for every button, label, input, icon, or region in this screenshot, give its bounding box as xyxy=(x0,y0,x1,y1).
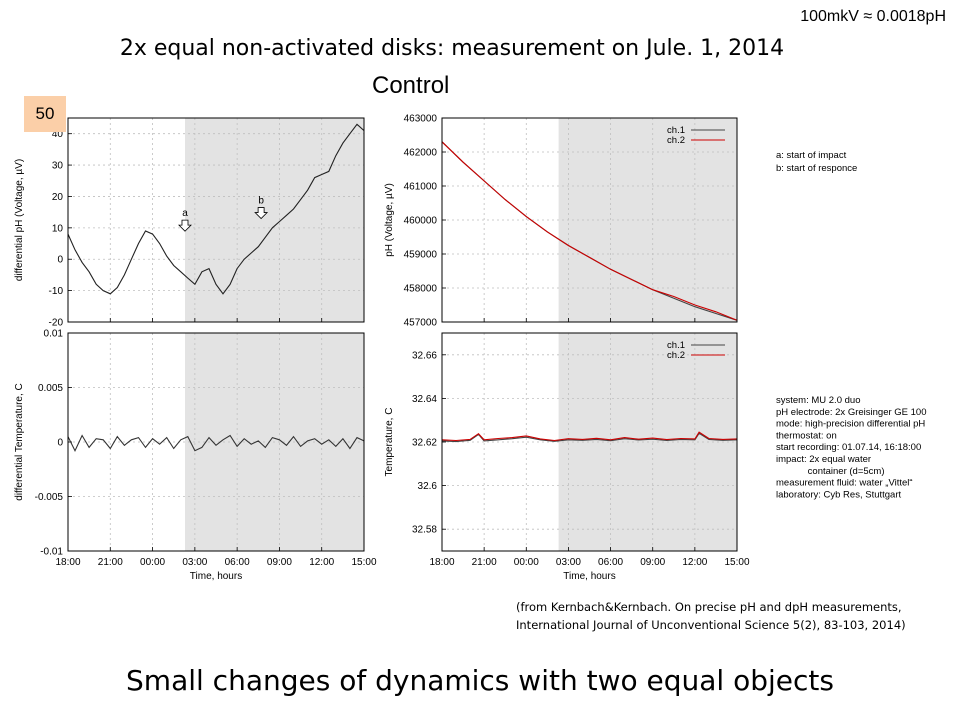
y-tick-label: 458000 xyxy=(404,284,438,295)
annotation-arrow-icon xyxy=(178,219,192,232)
x-tick-label: 09:00 xyxy=(267,557,292,568)
x-axis-label: Time, hours xyxy=(563,571,615,582)
y-tick-label: 459000 xyxy=(404,250,438,261)
plot-frame xyxy=(67,332,365,552)
chart-area: -20 -10 0 10 20 30 40 differential pH (Voltage,… xyxy=(14,114,927,583)
y-tick-label: 10 xyxy=(52,223,64,234)
slide-subtitle: Control xyxy=(372,72,450,99)
y-tick-label: 463000 xyxy=(404,114,438,125)
y-axis-label: Temperature, C xyxy=(384,408,395,477)
y-tick-label: 40 xyxy=(52,129,64,140)
y-tick-label: 20 xyxy=(52,192,64,203)
y-tick-label: 32.66 xyxy=(412,350,437,361)
plot-frame xyxy=(441,117,738,323)
y-tick-label: -20 xyxy=(49,318,64,329)
series-line-ch2 xyxy=(441,141,738,321)
x-tick-label: 06:00 xyxy=(225,557,250,568)
y-axis-label: differential Temperature, C xyxy=(14,383,25,500)
x-tick-label: 15:00 xyxy=(724,557,749,568)
note-system-line: laboratory: Cyb Res, Stuttgart xyxy=(776,489,901,500)
y-tick-label: 32.58 xyxy=(412,525,437,536)
x-axis-label: Time, hours xyxy=(190,571,242,582)
x-tick-label: 03:00 xyxy=(182,557,207,568)
y-tick-label: 32.62 xyxy=(412,438,437,449)
x-tick-label: 18:00 xyxy=(429,557,454,568)
x-tick-label: 00:00 xyxy=(514,557,539,568)
legend-label: ch.1 xyxy=(667,340,685,351)
note-system-line: pH electrode: 2x Greisinger GE 100 xyxy=(776,407,927,418)
y-tick-label: 0.005 xyxy=(38,383,63,394)
citation-line-1: (from Kernbach&Kernbach. On precise pH a… xyxy=(516,600,902,614)
x-tick-label: 06:00 xyxy=(598,557,623,568)
scale-note: 100mkV ≈ 0.0018pH xyxy=(800,8,946,25)
slide-title: 2x equal non-activated disks: measuremen… xyxy=(119,36,785,61)
note-system-line: thermostat: on xyxy=(776,430,837,441)
note-system-line: mode: high-precision differential pH xyxy=(776,419,925,430)
y-tick-label: 462000 xyxy=(404,148,438,159)
y-tick-label: 0 xyxy=(57,438,63,449)
y-tick-label: 32.6 xyxy=(418,481,438,492)
note-system-line: measurement fluid: water „Vittel“ xyxy=(776,478,913,489)
citation-line-2: International Journal of Unconventional … xyxy=(516,618,906,632)
x-tick-label: 12:00 xyxy=(309,557,334,568)
y-tick-label: 0 xyxy=(57,255,63,266)
plot-frame xyxy=(441,332,738,552)
chart-ph-voltage: 457000 458000 459000 460000 461000 462000 4630… xyxy=(384,114,738,329)
series-line-0 xyxy=(67,123,365,295)
note-system-line: system: MU 2.0 duo xyxy=(776,395,860,406)
shaded-impact-region xyxy=(184,118,364,322)
x-tick-label: 00:00 xyxy=(140,557,165,568)
y-tick-label: 461000 xyxy=(404,182,438,193)
note-system-line: start recording: 01.07.14, 16:18:00 xyxy=(776,442,921,453)
y-tick-label: -0.005 xyxy=(35,492,64,503)
chart-dph-voltage: -20 -10 0 10 20 30 40 differential pH (Voltage,… xyxy=(14,117,365,329)
chart-d-temperature: 18:00 21:00 00:00 03:00 06:00 09:00 12:00 15:00… xyxy=(14,329,377,583)
y-tick-label: 32.64 xyxy=(412,394,437,405)
annotation-label-b: b xyxy=(258,196,264,207)
x-tick-label: 21:00 xyxy=(472,557,497,568)
y-axis-label: differential pH (Voltage, µV) xyxy=(14,159,25,281)
legend-label: ch.2 xyxy=(667,350,685,361)
y-tick-label: 0.01 xyxy=(44,329,64,340)
x-tick-label: 15:00 xyxy=(351,557,376,568)
note-system-line: container (d=5cm) xyxy=(776,466,885,477)
x-tick-label: 03:00 xyxy=(556,557,581,568)
legend-label: ch.1 xyxy=(667,125,685,136)
y-tick-label: -0.01 xyxy=(40,547,63,558)
x-tick-label: 21:00 xyxy=(98,557,123,568)
plot-frame xyxy=(67,117,365,323)
caption: Small changes of dynamics with two equal… xyxy=(126,664,834,697)
y-tick-label: 30 xyxy=(52,161,64,172)
note-system-line: impact: 2x equal water xyxy=(776,454,871,465)
y-tick-label: -10 xyxy=(49,286,64,297)
legend-label: ch.2 xyxy=(667,135,685,146)
x-tick-label: 09:00 xyxy=(640,557,665,568)
series-line-ch2 xyxy=(441,431,738,442)
chart-temperature: 18:00 21:00 00:00 03:00 06:00 09:00 12:00 15:00… xyxy=(384,332,750,582)
slide-number: 50 xyxy=(24,96,66,132)
series-line-0 xyxy=(67,434,365,452)
annotation-label-a: a xyxy=(182,208,188,219)
x-tick-label: 12:00 xyxy=(682,557,707,568)
note-impact-a: a: start of impact xyxy=(776,150,847,161)
x-tick-label: 18:00 xyxy=(55,557,80,568)
citation: (from Kernbach&Kernbach. On precise pH a… xyxy=(516,598,936,634)
y-tick-label: 457000 xyxy=(404,318,438,329)
note-impact-b: b: start of responce xyxy=(776,163,857,174)
y-tick-label: 460000 xyxy=(404,216,438,227)
annotation-arrow-icon xyxy=(254,207,269,220)
y-axis-label: pH (Voltage, µV) xyxy=(384,183,395,257)
